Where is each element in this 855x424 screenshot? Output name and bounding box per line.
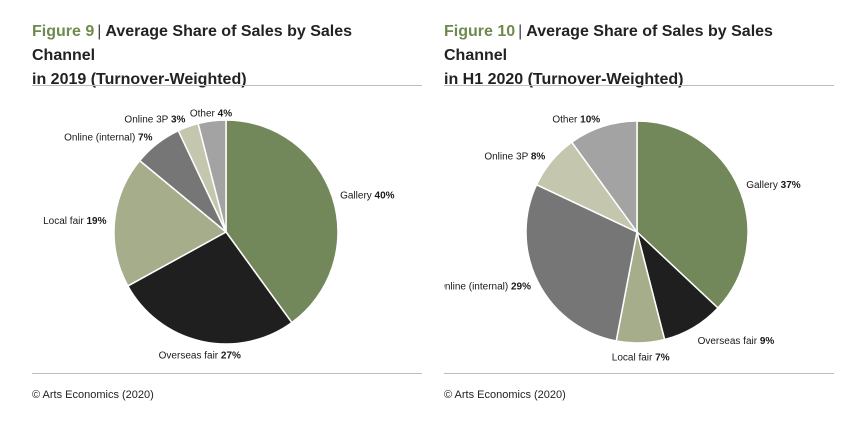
title-separator: | bbox=[518, 23, 523, 40]
figure-9-panel: Figure 9 | Average Share of Sales by Sales… bbox=[32, 0, 422, 424]
slice-label-online-internal: Online (internal) 7% bbox=[64, 133, 152, 144]
slice-label-name: Online 3P bbox=[484, 152, 531, 163]
figure-10-pie-chart: Gallery 37% Overseas fair 9% Local fair 7%… bbox=[444, 114, 801, 363]
slice-label-local-fair: Local fair 7% bbox=[612, 352, 670, 363]
slice-label-name: Local fair bbox=[43, 216, 86, 227]
slice-label-name: Other bbox=[552, 114, 580, 125]
pie-slice-other bbox=[570, 120, 638, 235]
slice-label-name: Online (internal) bbox=[64, 133, 138, 144]
figure-9-title-line1: Average Share of Sales by Sales Channel bbox=[32, 23, 353, 64]
slice-label-name: Gallery bbox=[340, 190, 374, 201]
slice-label-name: Local fair bbox=[612, 352, 655, 363]
pie-slice-gallery bbox=[636, 120, 749, 310]
slice-label-value: 37% bbox=[781, 180, 801, 191]
top-divider bbox=[444, 85, 834, 86]
slice-label-value: 3% bbox=[171, 115, 186, 126]
figure-9-title-line2: in 2019 (Turnover-Weighted) bbox=[32, 71, 247, 88]
pie-slice-other bbox=[197, 119, 227, 233]
pie-slice-overseas-fair bbox=[126, 231, 293, 345]
pie-slice-local-fair bbox=[113, 159, 228, 287]
bottom-divider bbox=[444, 373, 834, 374]
figure-10-title: Figure 10 | Average Share of Sales by Sale… bbox=[444, 20, 824, 92]
slice-label-online-3p: Online 3P 3% bbox=[124, 115, 185, 126]
slice-label-online-internal: Online (internal) 29% bbox=[444, 282, 531, 293]
figure-10-label: Figure 10 bbox=[444, 23, 516, 40]
slice-label-online-3p: Online 3P 8% bbox=[484, 152, 545, 163]
slice-label-local-fair: Local fair 19% bbox=[43, 216, 106, 227]
figure-10-title-line1: Average Share of Sales by Sales Channel bbox=[444, 23, 773, 64]
figure-10-source: © Arts Economics (2020) bbox=[444, 389, 566, 401]
slice-label-value: 29% bbox=[511, 282, 531, 293]
pie-slice-gallery bbox=[225, 119, 339, 324]
slice-label-value: 19% bbox=[86, 216, 106, 227]
slice-label-name: Overseas fair bbox=[698, 336, 760, 347]
slice-label-gallery: Gallery 40% bbox=[340, 190, 395, 201]
slice-label-gallery: Gallery 37% bbox=[746, 180, 801, 191]
figure-10-panel: Figure 10 | Average Share of Sales by Sale… bbox=[444, 0, 834, 424]
title-separator: | bbox=[97, 23, 102, 40]
slice-label-name: Overseas fair bbox=[159, 351, 221, 362]
figure-9-title: Figure 9 | Average Share of Sales by Sales… bbox=[32, 20, 412, 92]
slice-label-name: Other bbox=[190, 108, 218, 119]
slice-label-value: 9% bbox=[760, 336, 775, 347]
slice-label-name: Online 3P bbox=[124, 115, 171, 126]
top-divider bbox=[32, 85, 422, 86]
slice-label-value: 7% bbox=[138, 133, 153, 144]
slice-label-overseas-fair: Overseas fair 27% bbox=[159, 351, 241, 362]
slice-label-other: Other 10% bbox=[552, 114, 600, 125]
bottom-divider bbox=[32, 373, 422, 374]
slice-label-value: 4% bbox=[218, 108, 233, 119]
slice-label-value: 8% bbox=[531, 152, 546, 163]
slice-label-value: 27% bbox=[221, 351, 241, 362]
pie-slice-online-internal bbox=[525, 183, 638, 342]
figure-10-title-line2: in H1 2020 (Turnover-Weighted) bbox=[444, 71, 684, 88]
slice-label-name: Online (internal) bbox=[444, 282, 511, 293]
slice-label-value: 10% bbox=[580, 114, 600, 125]
figure-9-label: Figure 9 bbox=[32, 23, 95, 40]
figure-9-pie-chart: Gallery 40% Overseas fair 27% Local fair 1… bbox=[43, 108, 395, 362]
slice-label-value: 40% bbox=[375, 190, 395, 201]
slice-label-value: 7% bbox=[655, 352, 670, 363]
slice-label-name: Gallery bbox=[746, 180, 780, 191]
slice-label-other: Other 4% bbox=[190, 108, 232, 119]
slice-label-overseas-fair: Overseas fair 9% bbox=[698, 336, 775, 347]
figure-9-source: © Arts Economics (2020) bbox=[32, 389, 154, 401]
